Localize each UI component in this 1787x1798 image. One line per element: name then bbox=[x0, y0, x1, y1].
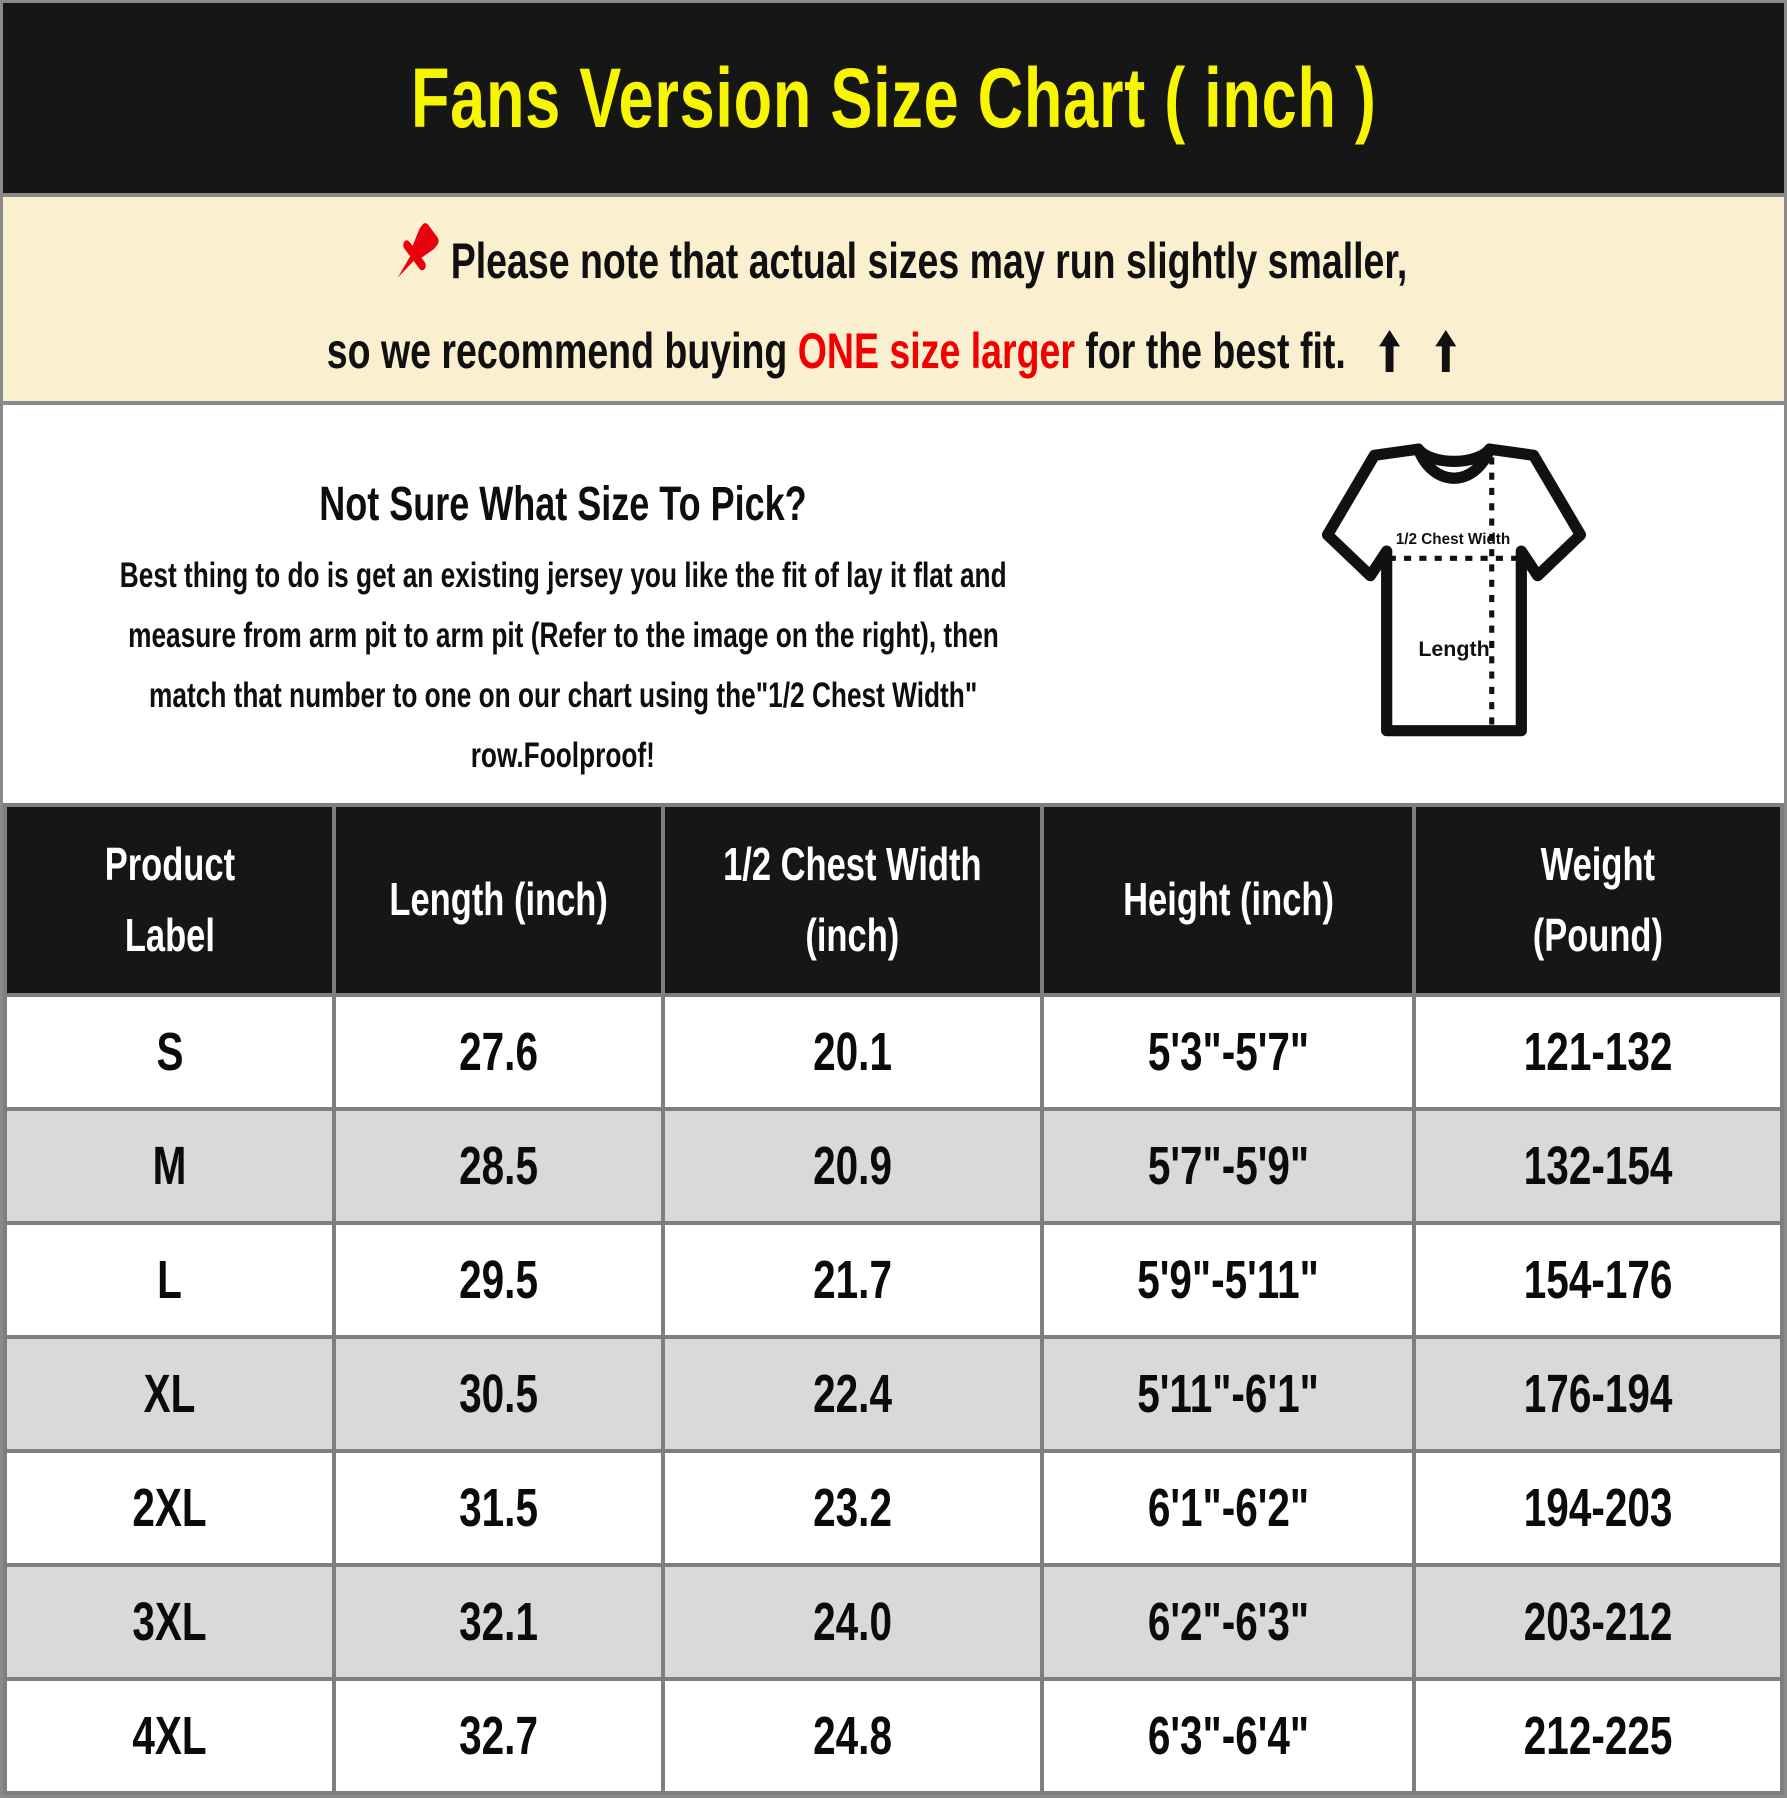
note-text-1: Please note that actual sizes may run sl… bbox=[450, 233, 1408, 289]
table-cell: 5'11"-6'1" bbox=[1044, 1339, 1413, 1449]
table-cell: 31.5 bbox=[336, 1453, 661, 1563]
column-header-chest-width: 1/2 Chest Width (inch) bbox=[664, 807, 1041, 993]
table-cell: 194-203 bbox=[1416, 1453, 1780, 1563]
table-cell: 30.5 bbox=[336, 1339, 661, 1449]
up-arrow-icon bbox=[1378, 330, 1400, 372]
table-cell: 24.8 bbox=[664, 1681, 1041, 1791]
table-cell: 5'9"-5'11" bbox=[1044, 1225, 1413, 1335]
table-cell: 5'7"-5'9" bbox=[1044, 1111, 1413, 1221]
column-header-weight: Weight (Pound) bbox=[1416, 807, 1780, 993]
table-cell: 32.1 bbox=[336, 1567, 661, 1677]
tshirt-diagram: 1/2 Chest Width Length bbox=[1123, 405, 1784, 803]
pushpin-icon bbox=[397, 223, 439, 278]
size-help-text: Not Sure What Size To Pick? Best thing t… bbox=[3, 405, 1123, 803]
table-grid: Product Label Length (inch) 1/2 Chest Wi… bbox=[3, 803, 1784, 1795]
table-cell: 6'1"-6'2" bbox=[1044, 1453, 1413, 1563]
size-table: Product Label Length (inch) 1/2 Chest Wi… bbox=[3, 803, 1784, 1795]
note-line-1: Please note that actual sizes may run sl… bbox=[209, 218, 1579, 292]
tshirt-icon: 1/2 Chest Width Length bbox=[1321, 443, 1586, 737]
table-cell: 20.1 bbox=[664, 997, 1041, 1107]
note-text-2-post: for the best fit. bbox=[1075, 323, 1347, 379]
table-cell: 6'3"-6'4" bbox=[1044, 1681, 1413, 1791]
table-cell: 212-225 bbox=[1416, 1681, 1780, 1791]
note-text-2-pre: so we recommend buying bbox=[327, 323, 799, 379]
table-cell: 27.6 bbox=[336, 997, 661, 1107]
table-cell: L bbox=[7, 1225, 333, 1335]
up-arrow-icon bbox=[1435, 330, 1457, 372]
size-help-line: match that number to one on our chart us… bbox=[148, 676, 978, 715]
table-cell: 32.7 bbox=[336, 1681, 661, 1791]
note-line-2: so we recommend buying ONE size larger f… bbox=[138, 322, 1648, 380]
table-cell: XL bbox=[7, 1339, 333, 1449]
chest-width-label: 1/2 Chest Width bbox=[1395, 531, 1509, 548]
table-cell: 29.5 bbox=[336, 1225, 661, 1335]
column-header-product-label: Product Label bbox=[7, 807, 333, 993]
table-cell: 28.5 bbox=[336, 1111, 661, 1221]
table-cell: 6'2"-6'3" bbox=[1044, 1567, 1413, 1677]
table-cell: 154-176 bbox=[1416, 1225, 1780, 1335]
table-cell: 3XL bbox=[7, 1567, 333, 1677]
size-help-heading: Not Sure What Size To Pick? bbox=[319, 478, 807, 531]
table-cell: 24.0 bbox=[664, 1567, 1041, 1677]
table-cell: 121-132 bbox=[1416, 997, 1780, 1107]
size-help-line: row.Foolproof! bbox=[470, 736, 656, 775]
table-cell: 176-194 bbox=[1416, 1339, 1780, 1449]
note-highlight: ONE size larger bbox=[798, 323, 1076, 379]
table-cell: 21.7 bbox=[664, 1225, 1041, 1335]
table-cell: 4XL bbox=[7, 1681, 333, 1791]
column-header-length: Length (inch) bbox=[336, 807, 661, 993]
length-label: Length bbox=[1418, 637, 1489, 661]
table-cell: S bbox=[7, 997, 333, 1107]
table-cell: 132-154 bbox=[1416, 1111, 1780, 1221]
table-cell: 22.4 bbox=[664, 1339, 1041, 1449]
size-help-section: Not Sure What Size To Pick? Best thing t… bbox=[3, 405, 1784, 803]
table-cell: 2XL bbox=[7, 1453, 333, 1563]
table-cell: M bbox=[7, 1111, 333, 1221]
title-bar: Fans Version Size Chart ( inch ) bbox=[3, 3, 1784, 193]
table-cell: 23.2 bbox=[664, 1453, 1041, 1563]
column-header-height: Height (inch) bbox=[1044, 807, 1413, 993]
size-help-line: measure from arm pit to arm pit (Refer t… bbox=[127, 616, 999, 655]
note-banner: Please note that actual sizes may run sl… bbox=[3, 193, 1784, 405]
table-cell: 203-212 bbox=[1416, 1567, 1780, 1677]
table-cell: 20.9 bbox=[664, 1111, 1041, 1221]
size-help-line: Best thing to do is get an existing jers… bbox=[119, 556, 1007, 595]
table-cell: 5'3"-5'7" bbox=[1044, 997, 1413, 1107]
page-title: Fans Version Size Chart ( inch ) bbox=[410, 50, 1377, 145]
